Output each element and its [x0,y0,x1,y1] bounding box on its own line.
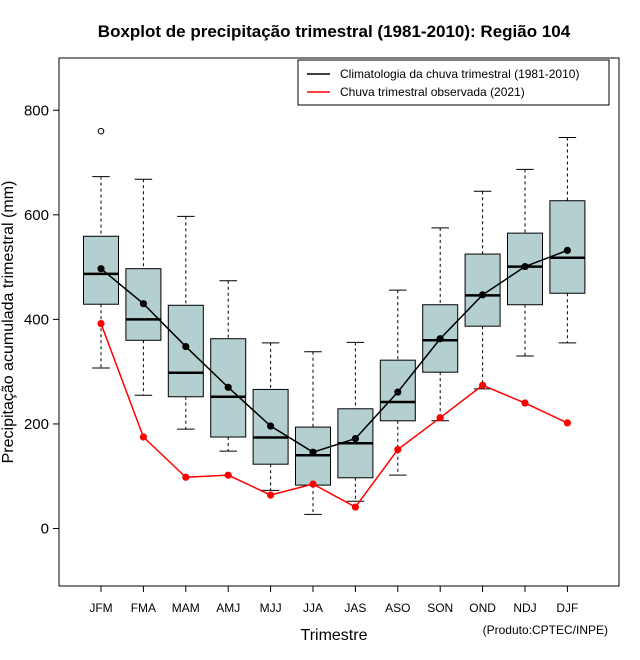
box-mam [167,215,204,430]
point-observed [563,419,572,427]
legend-box [297,59,610,106]
point-observed [351,503,359,511]
box-aso [379,289,416,476]
point-observed [97,319,105,328]
point-climatology [436,335,444,343]
box-iqr [83,235,119,305]
point-climatology [267,422,275,430]
x-tick-label: JFM [89,601,112,615]
box-jas [337,341,374,502]
x-axis: JFM FMA MAM AMJ MJJ JJA JAS ASO SON OND NDJ DJF [89,586,578,615]
y-tick-label: 800 [24,102,49,119]
box-amj [210,280,247,452]
y-tick-label: 400 [24,311,49,328]
box-fma [125,178,162,396]
point-observed [309,480,317,488]
x-tick-label: JJA [303,601,323,615]
y-tick-label: 0 [41,520,49,537]
x-tick-label: MAM [172,601,200,615]
x-tick-label: ASO [385,601,410,615]
y-tick-label: 600 [24,207,49,224]
x-axis-label: Trimestre [301,627,368,644]
point-climatology [309,448,317,456]
box-iqr [464,253,501,327]
x-tick-label: AMJ [216,601,240,615]
x-tick-label: DJF [556,601,578,615]
point-climatology [97,265,105,273]
point-climatology [394,388,402,396]
series-lines [97,246,572,511]
point-observed [182,473,190,481]
x-tick-label: MJJ [260,601,282,615]
point-observed [521,399,529,407]
legend: Climatologia da chuva trimestral (1981-2… [297,59,610,106]
x-tick-label: JAS [344,601,366,615]
x-tick-label: FMA [131,601,156,615]
credit-text: (Produto:CPTEC/INPE) [483,623,608,637]
point-observed [267,491,275,499]
box-mjj [252,342,289,491]
x-tick-label: OND [469,601,496,615]
line-climatology [100,249,568,453]
y-axis: 0 200 400 600 800 [24,102,59,537]
box-iqr [167,304,204,398]
legend-label-observed: Chuva trimestral observada (2021) [340,85,525,99]
point-observed [139,433,147,441]
point-climatology [182,342,190,351]
plot-frame [58,57,620,587]
line-observed [100,323,568,509]
chart-title: Boxplot de precipitação trimestral (1981… [98,22,571,41]
point-climatology [139,300,147,308]
point-climatology [351,434,359,443]
box-jfm [83,127,119,369]
box-jja [295,351,331,515]
box-ond [464,190,501,390]
box-son [422,227,459,422]
point-climatology [563,246,572,254]
point-climatology [521,262,529,271]
point-observed [436,414,444,422]
outlier-point [97,127,105,135]
box-djf [549,136,586,344]
point-climatology [479,291,487,299]
point-observed [394,445,402,454]
point-climatology [224,383,232,391]
y-axis-label: Precipitação acumulada trimestral (mm) [0,181,17,464]
x-tick-label: NDJ [513,601,536,615]
legend-label-climatology: Climatologia da chuva trimestral (1981-2… [340,67,579,81]
x-tick-label: SON [427,601,453,615]
y-tick-label: 200 [24,416,49,433]
point-observed [224,471,232,479]
point-observed [479,381,487,389]
box-group [83,127,586,515]
